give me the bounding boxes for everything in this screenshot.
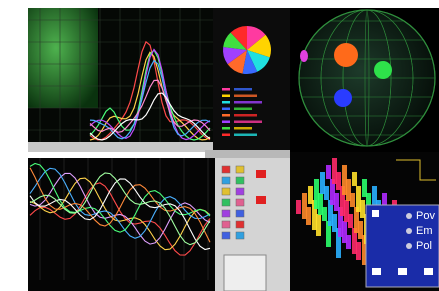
option-label: Em [416, 225, 433, 237]
bar-3d [308, 186, 313, 204]
pie [223, 26, 271, 74]
button[interactable] [372, 268, 381, 275]
bar-3d [356, 186, 361, 212]
pie-panel [205, 8, 290, 158]
color-button [222, 221, 230, 228]
legend-swatch [222, 121, 230, 124]
bar-3d [296, 200, 301, 214]
color-button [222, 177, 230, 184]
legend-text [234, 95, 257, 98]
legend-swatch [222, 114, 230, 117]
legend-text [234, 101, 262, 104]
color-button [236, 232, 244, 239]
red-button [256, 196, 266, 204]
legend-text [234, 121, 262, 124]
bar-3d [352, 172, 357, 186]
bar-3d [342, 165, 347, 195]
legend-swatch [222, 101, 230, 104]
globe-panel [290, 8, 439, 152]
legend-swatch [222, 134, 230, 137]
legend-swatch [222, 95, 230, 98]
map-line-panel [28, 8, 213, 152]
color-button [222, 166, 230, 173]
bar-3d [320, 172, 325, 194]
radio[interactable] [406, 228, 412, 234]
blob [334, 89, 352, 107]
blob [374, 61, 392, 79]
bar-3d [314, 179, 319, 209]
legend-text [234, 88, 252, 91]
legend-swatch [222, 127, 230, 130]
dialog: Pov Em Pol [366, 205, 439, 287]
bar-3d [302, 193, 307, 219]
color-button [236, 199, 244, 206]
option-label: Pol [416, 240, 432, 252]
bar-3d [332, 158, 337, 184]
scrollbar [28, 142, 213, 152]
toolbar [205, 150, 290, 158]
radio[interactable] [406, 243, 412, 249]
color-button [222, 188, 230, 195]
color-button [236, 177, 244, 184]
slider-box [224, 255, 266, 291]
bar-3d [326, 165, 331, 179]
red-button [256, 170, 266, 178]
blob [334, 43, 358, 67]
blob [300, 50, 308, 62]
legend-text [234, 134, 257, 137]
color-button [236, 210, 244, 217]
legend-swatch [222, 108, 230, 111]
page: Pov Em Pol (() => { const data = JSON.pa… [0, 0, 439, 291]
legend-text [234, 127, 252, 130]
option-label: Pov [416, 210, 435, 222]
color-button [222, 232, 230, 239]
color-button [236, 221, 244, 228]
color-button [222, 210, 230, 217]
color-button [236, 166, 244, 173]
bar-3d [362, 179, 367, 197]
control-panel [215, 158, 290, 291]
button[interactable] [398, 268, 407, 275]
legend-text [234, 108, 252, 111]
legend-text [234, 114, 257, 117]
color-button [236, 188, 244, 195]
line-panel [28, 158, 215, 291]
legend-swatch [222, 88, 230, 91]
map-area [28, 8, 98, 108]
radio[interactable] [406, 213, 412, 219]
color-button [222, 199, 230, 206]
collage: Pov Em Pol [0, 0, 439, 291]
checkbox[interactable] [372, 210, 379, 217]
button[interactable] [424, 268, 433, 275]
